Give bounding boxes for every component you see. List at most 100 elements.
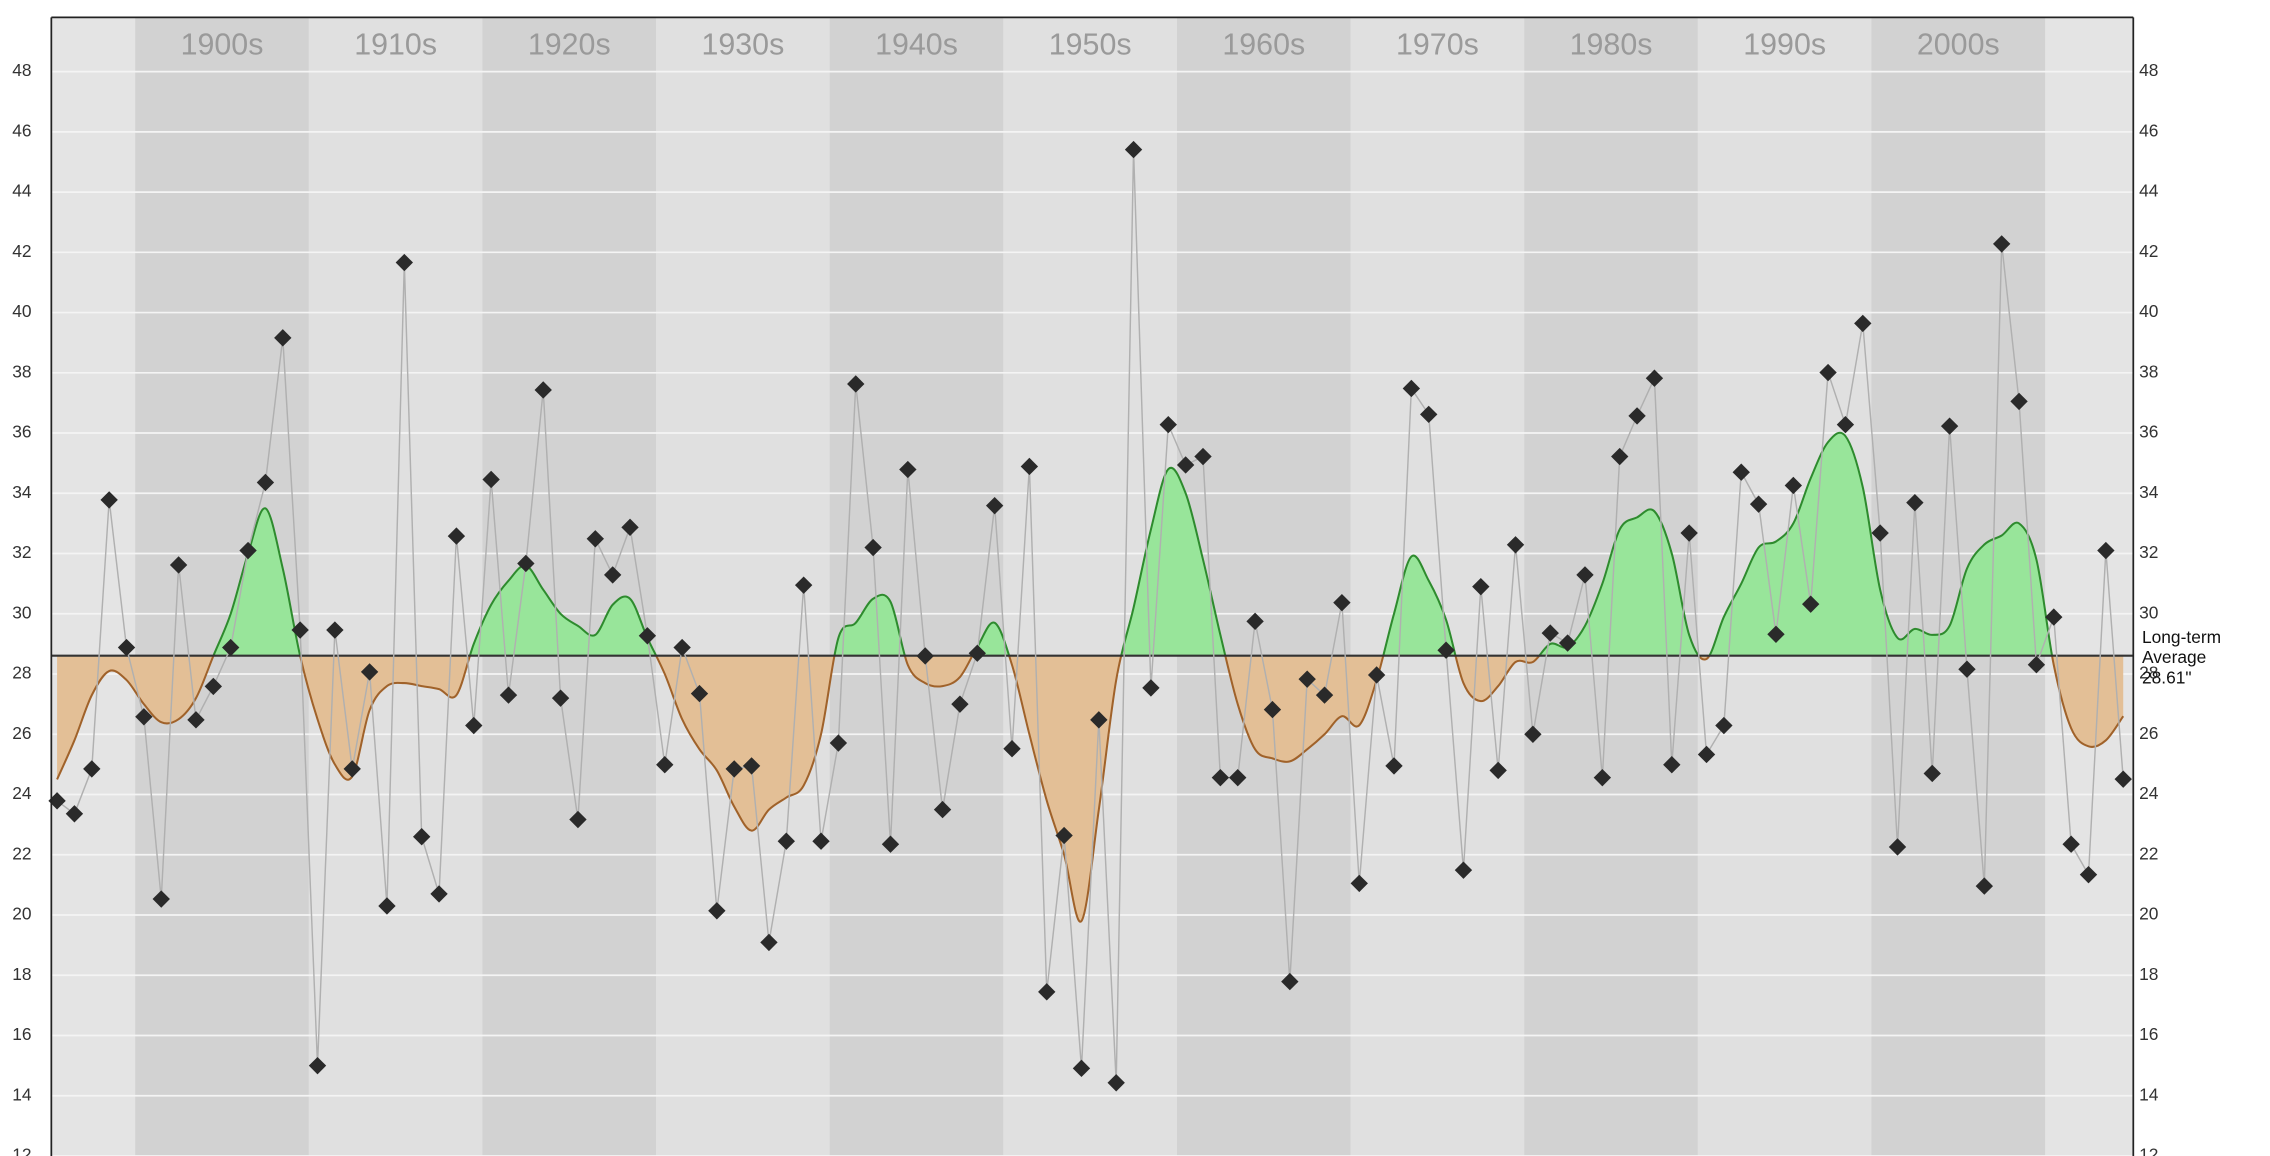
data-point	[847, 375, 865, 393]
decade-label: 1950s	[1049, 27, 1132, 61]
data-point	[239, 541, 257, 560]
data-point	[256, 473, 275, 492]
data-point	[881, 835, 900, 853]
data-point	[1697, 745, 1716, 764]
data-point	[551, 689, 570, 707]
data-point	[1611, 447, 1629, 466]
decade-label: 1980s	[1570, 27, 1653, 61]
data-point	[1836, 415, 1855, 434]
data-point	[1940, 417, 1959, 435]
y2-tick-label: 18	[2139, 964, 2158, 984]
y2-tick-label: 14	[2139, 1084, 2159, 1104]
data-point	[1176, 456, 1195, 474]
data-point	[1558, 634, 1577, 652]
data-point	[2045, 608, 2063, 626]
data-point	[1489, 761, 1507, 780]
data-point	[1385, 757, 1403, 775]
data-point	[1871, 524, 1889, 542]
data-point	[1472, 578, 1490, 596]
data-point	[1454, 861, 1473, 879]
data-point	[1888, 838, 1907, 856]
decade-label: 1940s	[875, 27, 958, 61]
data-point	[343, 760, 361, 778]
data-point	[621, 518, 639, 537]
data-point	[1159, 415, 1177, 434]
data-point	[1246, 612, 1264, 631]
data-point	[1229, 768, 1247, 787]
data-point	[499, 686, 518, 704]
y2-tick-label: 30	[2139, 602, 2158, 622]
data-point	[1142, 679, 1160, 697]
data-point	[2027, 656, 2046, 674]
data-point	[1211, 768, 1230, 787]
curve-above-average	[212, 431, 2054, 656]
y2-tick-label: 26	[2139, 723, 2158, 743]
data-point	[1993, 235, 2011, 253]
data-point	[48, 792, 66, 810]
area-above-average	[57, 432, 2124, 656]
y-tick-label: 30	[12, 602, 31, 622]
y2-tick-label: 28	[2139, 663, 2158, 683]
decade-label: 1970s	[1396, 27, 1479, 61]
y2-tick-label: 12	[2139, 1145, 2158, 1156]
data-point	[1420, 405, 1438, 424]
data-point	[968, 644, 986, 662]
data-point	[1402, 379, 1421, 398]
y-tick-label: 12	[12, 1145, 31, 1156]
data-point	[2010, 392, 2028, 411]
data-point	[326, 621, 344, 639]
y-tick-label: 48	[12, 60, 31, 80]
data-point	[1645, 369, 1664, 387]
smoothed-areas	[51, 431, 2134, 923]
data-point	[1975, 877, 1994, 895]
y-tick-label: 34	[12, 482, 32, 502]
y2-tick-label: 32	[2139, 542, 2158, 562]
data-point	[83, 760, 101, 778]
data-point	[1593, 768, 1612, 787]
y-tick-label: 38	[12, 361, 31, 381]
data-point	[100, 491, 118, 509]
data-point	[169, 556, 188, 574]
decade-label: 1930s	[702, 27, 785, 61]
data-point	[1819, 363, 1837, 382]
data-point	[1906, 493, 1924, 512]
annual-line	[56, 149, 2124, 1083]
data-point	[204, 677, 223, 696]
data-point	[222, 638, 240, 657]
data-point	[638, 627, 657, 645]
decade-label: 1990s	[1743, 27, 1826, 61]
decade-label: 1920s	[528, 27, 611, 61]
data-point	[1350, 874, 1368, 893]
decade-bands	[135, 17, 2046, 1156]
data-point	[2062, 835, 2080, 853]
data-point	[1072, 1059, 1091, 1078]
data-point	[673, 638, 691, 657]
data-point	[1628, 407, 1646, 425]
y2-tick-label: 42	[2139, 241, 2158, 261]
y2-tick-label: 38	[2139, 361, 2158, 381]
y2-tick-label: 44	[2139, 181, 2159, 201]
data-point	[1749, 495, 1768, 513]
data-point	[430, 885, 448, 903]
decade-band	[829, 17, 1004, 1156]
data-point	[1055, 826, 1073, 845]
y2-tick-label: 20	[2139, 904, 2158, 924]
data-point	[1281, 972, 1299, 991]
data-point	[117, 638, 136, 657]
y-tick-label: 40	[12, 301, 31, 321]
data-point	[378, 897, 396, 915]
data-point	[482, 470, 500, 489]
decade-band	[1350, 17, 1525, 1156]
y-tick-label: 24	[12, 783, 32, 803]
data-point	[569, 810, 587, 829]
y2-tick-label: 22	[2139, 843, 2158, 863]
y-tick-label: 20	[12, 904, 31, 924]
data-point	[1784, 476, 1803, 495]
data-point	[1263, 700, 1282, 719]
y-tick-label: 46	[12, 120, 31, 140]
y2-tick-label: 24	[2139, 783, 2159, 803]
y-tick-label: 28	[12, 663, 31, 683]
decade-label: 1900s	[181, 27, 264, 61]
y-tick-label: 22	[12, 843, 31, 863]
data-point	[1854, 314, 1872, 333]
